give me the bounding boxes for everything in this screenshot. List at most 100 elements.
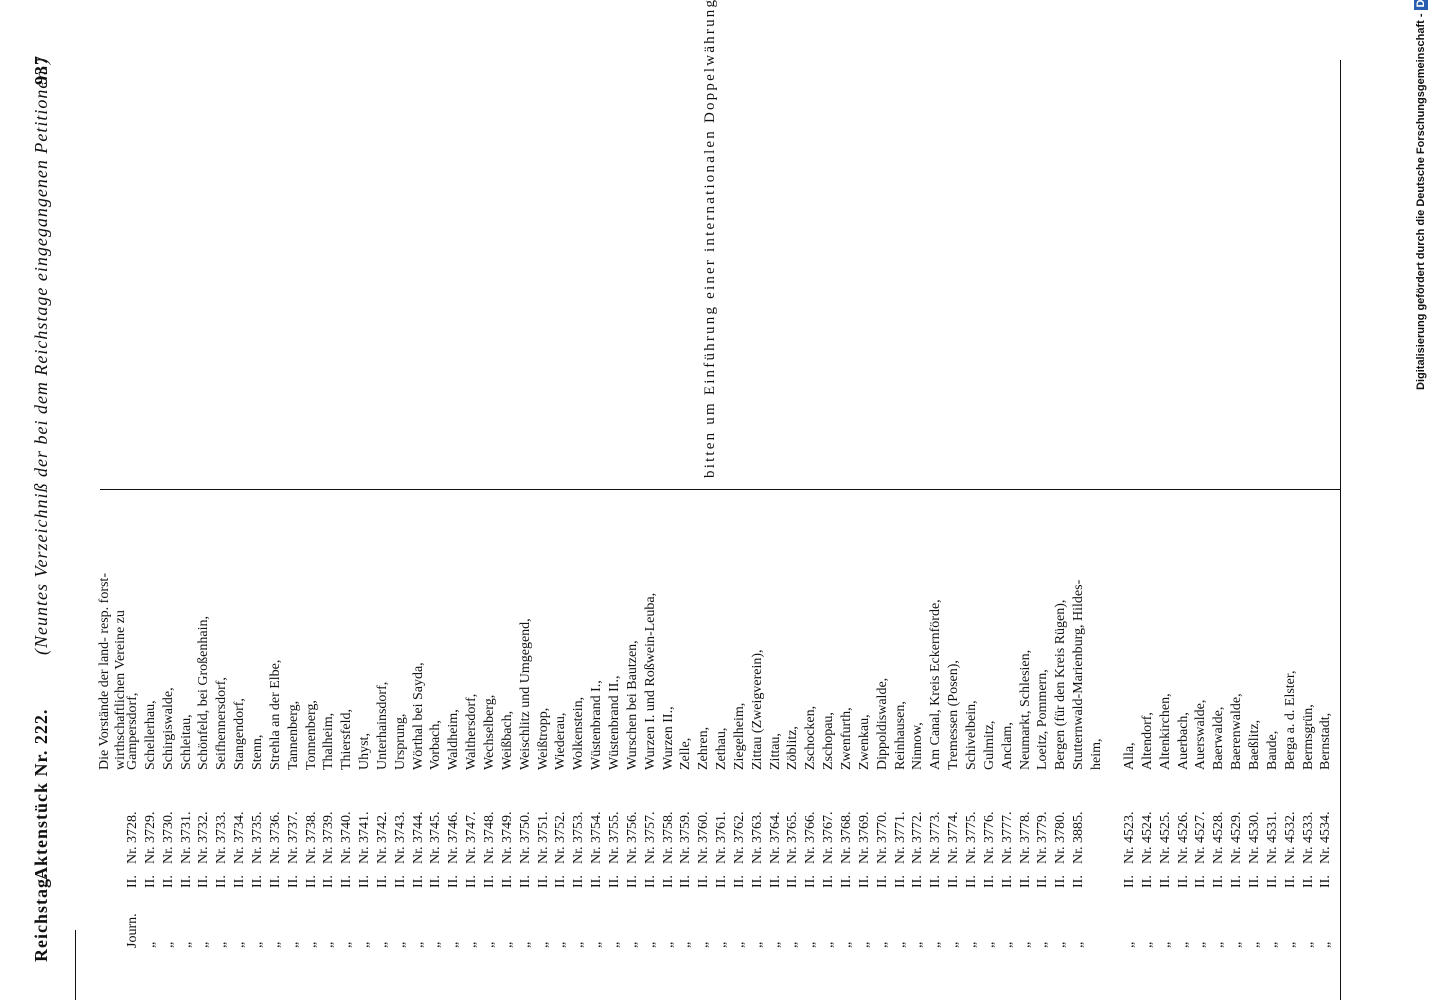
dfg-logo: DFG xyxy=(1414,0,1428,11)
roman-numeral: II. xyxy=(517,875,533,888)
entry-number: Nr. 3760. xyxy=(696,811,712,865)
entry-name: Weißtropp, xyxy=(535,707,551,770)
ditto: „ xyxy=(249,941,265,948)
header-title: Aktenstück Nr. 222. xyxy=(31,708,51,880)
ditto: „ xyxy=(963,941,979,948)
roman-numeral: II. xyxy=(1211,875,1227,888)
roman-numeral: II. xyxy=(1053,875,1069,888)
roman-numeral: II. xyxy=(464,875,480,888)
ditto: „ xyxy=(303,941,319,948)
ditto: „ xyxy=(339,941,355,948)
ditto: „ xyxy=(874,941,890,948)
roman-numeral: II. xyxy=(214,875,230,888)
roman-numeral: II. xyxy=(428,875,444,888)
entry-number: Nr. 4527. xyxy=(1193,811,1209,865)
entry-name: Weischlitz und Umgegend, xyxy=(517,618,533,770)
roman-numeral: II. xyxy=(874,875,890,888)
ditto: „ xyxy=(1175,941,1191,948)
entry-number: Nr. 3773. xyxy=(928,811,944,865)
ditto: „ xyxy=(642,941,658,948)
roman-numeral: II. xyxy=(142,875,158,888)
entry-name: Wüstenbrand II., xyxy=(606,675,622,770)
entry-number: Nr. 3737. xyxy=(285,811,301,865)
entry-name: Waldheim, xyxy=(446,709,462,770)
roman-numeral: II. xyxy=(232,875,248,888)
ditto: „ xyxy=(839,941,854,948)
request-text: bitten um Einführung einer international… xyxy=(702,0,718,478)
entry-number: Nr. 4532. xyxy=(1282,811,1298,865)
ditto: „ xyxy=(267,941,283,948)
entry-number: Nr. 3765. xyxy=(785,811,801,865)
ditto: „ xyxy=(410,941,426,948)
ditto: „ xyxy=(1017,941,1033,948)
entry-number: Nr. 3764. xyxy=(767,811,783,865)
entry-number: Nr. 3769. xyxy=(856,811,872,865)
ditto: „ xyxy=(1193,941,1209,948)
entry-name: Tonnenberg, xyxy=(303,700,319,770)
entry-number: Nr. 4525. xyxy=(1157,811,1173,865)
entry-number: Nr. 3759. xyxy=(678,811,694,865)
entry-name: Gampersdorf, xyxy=(125,692,140,770)
roman-numeral: II. xyxy=(1282,875,1298,888)
roman-numeral: II. xyxy=(160,875,176,888)
roman-numeral: II. xyxy=(856,875,872,888)
entry-number: Nr. 3885. xyxy=(1071,811,1087,865)
roman-numeral: II. xyxy=(196,875,212,888)
entry-number: Nr. 3742. xyxy=(374,811,390,865)
entry-name: Wolkenstein, xyxy=(571,696,587,770)
roman-numeral: II. xyxy=(1246,875,1262,888)
entry-number: Nr. 4531. xyxy=(1264,811,1280,865)
roman-numeral: II. xyxy=(249,875,265,888)
entry-name: Stenn, xyxy=(249,734,265,770)
ditto: „ xyxy=(232,941,248,948)
roman-numeral: II. xyxy=(999,875,1015,888)
entry-name: Zwenkau, xyxy=(856,714,872,770)
roman-numeral: II. xyxy=(1229,875,1245,888)
entry-name: Zschopau, xyxy=(821,712,837,770)
ditto: „ xyxy=(1229,941,1245,948)
ditto: „ xyxy=(589,941,605,948)
ditto: „ xyxy=(160,941,176,948)
entry-name: Unterhainsdorf, xyxy=(374,681,390,770)
ditto: „ xyxy=(1282,941,1298,948)
ditto: „ xyxy=(1300,941,1316,948)
entry-name: Walthersdorf, xyxy=(464,693,480,770)
roman-numeral: II. xyxy=(785,875,801,888)
entry-number: Nr. 3751. xyxy=(535,811,551,865)
ditto: „ xyxy=(571,941,587,948)
entry-name: Wurzen II., xyxy=(660,706,676,770)
entry-number: Nr. 3758. xyxy=(660,811,676,865)
entry-name: Zittau, xyxy=(767,733,783,770)
entry-number: Nr. 4534. xyxy=(1318,811,1334,865)
entry-number: Nr. 3741. xyxy=(357,811,373,865)
entry-number: Nr. 3752. xyxy=(553,811,569,865)
entry-number: Nr. 4523. xyxy=(1122,811,1137,865)
ditto: „ xyxy=(428,941,444,948)
entry-name: Stutternwald-Marienburg, Hildes- xyxy=(1071,579,1087,770)
entry-number: Nr. 3767. xyxy=(821,811,837,865)
entry-number: Nr. 3753. xyxy=(571,811,587,865)
entry-number: Nr. 3728. xyxy=(125,811,140,865)
entry-number: Nr. 3736. xyxy=(267,811,283,865)
ditto: „ xyxy=(785,941,801,948)
roman-numeral: II. xyxy=(392,875,408,888)
funding-note: Digitalisierung gefördert durch die Deut… xyxy=(1414,0,1428,390)
roman-numeral: II. xyxy=(660,875,676,888)
intro-line: Die Vorstände der land- resp. forst- xyxy=(97,573,112,770)
roman-numeral: II. xyxy=(535,875,551,888)
roman-numeral: II. xyxy=(678,875,694,888)
ditto: „ xyxy=(660,941,676,948)
ditto: „ xyxy=(214,941,230,948)
roman-numeral: II. xyxy=(981,875,997,888)
entry-name: Wüstenbrand I., xyxy=(589,680,605,770)
entry-name: Zethau, xyxy=(714,727,730,770)
entry-name: Ursprung, xyxy=(392,713,408,770)
bracket-rule xyxy=(100,489,1340,490)
entry-name: Baeßlitz, xyxy=(1246,719,1262,770)
roman-numeral: II. xyxy=(1318,875,1334,888)
entry-number: Nr. 3749. xyxy=(499,811,515,865)
roman-numeral: II. xyxy=(839,875,854,888)
entry-number: Nr. 3731. xyxy=(178,811,194,865)
ditto: „ xyxy=(999,941,1015,948)
